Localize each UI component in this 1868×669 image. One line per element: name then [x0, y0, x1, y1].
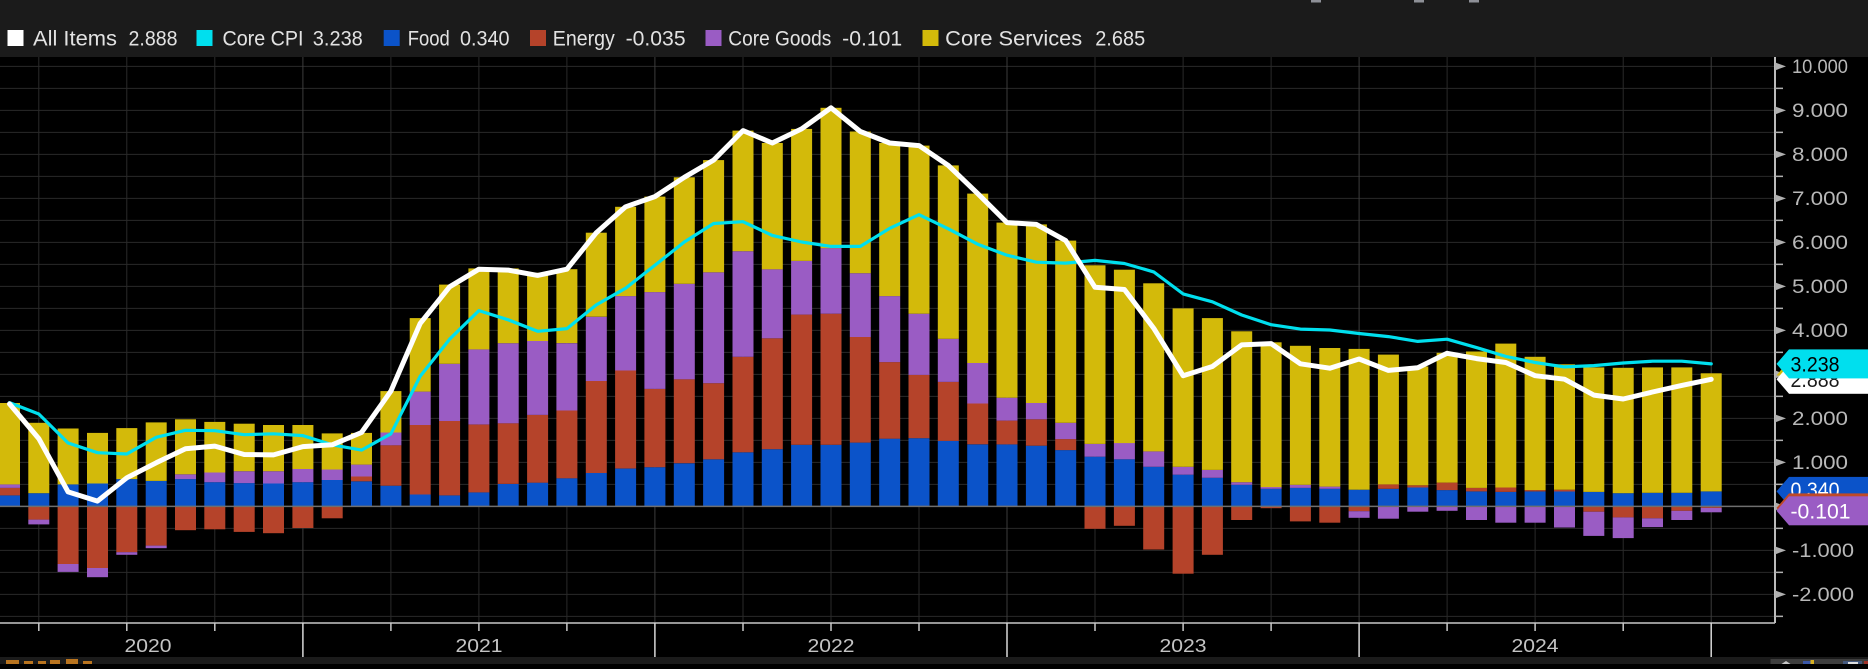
svg-text:Core CPI: Core CPI [223, 28, 304, 51]
svg-text:1.000: 1.000 [1792, 453, 1848, 474]
svg-text:2.888: 2.888 [129, 28, 178, 51]
svg-text:2020: 2020 [125, 636, 172, 656]
svg-text:Food: Food [408, 28, 450, 51]
svg-text:9.000: 9.000 [1792, 101, 1848, 122]
svg-text:2024: 2024 [1512, 636, 1559, 656]
svg-text:2022: 2022 [808, 636, 855, 656]
svg-text:-0.101: -0.101 [842, 28, 902, 51]
svg-text:2.000: 2.000 [1792, 409, 1848, 430]
svg-text:2021: 2021 [456, 636, 503, 656]
svg-text:Core Services: Core Services [945, 28, 1082, 51]
svg-text:Energy: Energy [553, 28, 615, 51]
svg-text:-2.000: -2.000 [1792, 585, 1854, 606]
svg-text:Core Goods: Core Goods [728, 28, 831, 51]
svg-text:0.340: 0.340 [460, 28, 510, 51]
svg-text:-1.000: -1.000 [1792, 541, 1854, 562]
svg-text:5.000: 5.000 [1792, 277, 1848, 298]
svg-text:3.238: 3.238 [313, 28, 363, 51]
svg-text:2.685: 2.685 [1095, 28, 1145, 51]
svg-text:6.000: 6.000 [1792, 233, 1848, 254]
svg-text:All Items: All Items [33, 28, 117, 51]
svg-text:2023: 2023 [1160, 636, 1207, 656]
svg-text:-0.035: -0.035 [626, 28, 686, 51]
svg-text:3.238: 3.238 [1791, 352, 1840, 376]
svg-text:8.000: 8.000 [1792, 145, 1848, 166]
svg-text:4.000: 4.000 [1792, 321, 1848, 342]
svg-text:7.000: 7.000 [1792, 189, 1848, 210]
svg-text:10.000: 10.000 [1792, 57, 1848, 78]
svg-text:-0.101: -0.101 [1791, 499, 1851, 523]
